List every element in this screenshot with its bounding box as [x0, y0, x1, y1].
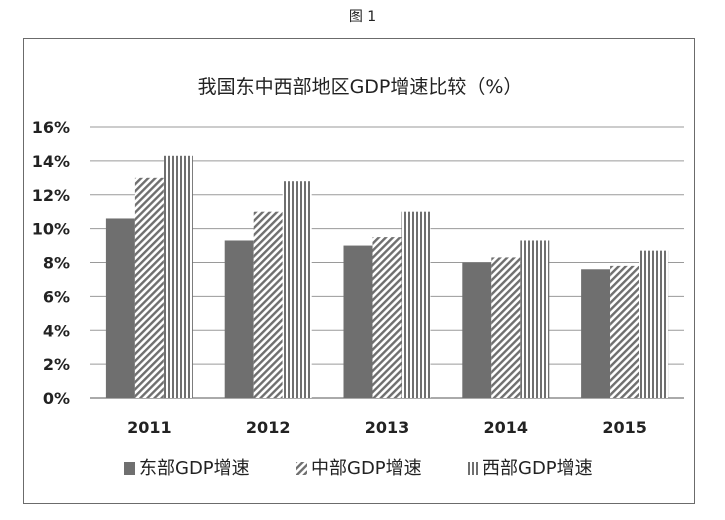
x-category-label: 2011 [127, 418, 172, 437]
bar-vertical-2014 [520, 240, 550, 398]
bar-solid-2015 [581, 269, 611, 398]
figure-caption: 图 1 [348, 9, 377, 25]
chart-frame: 我国东中西部地区GDP增速比较（%） 0% 2% 4% 6% 8% 10% 12% 14% 16… [23, 38, 695, 504]
bar-chart: 我国东中西部地区GDP增速比较（%） 0% 2% 4% 6% 8% 10% 12% 14% 16… [32, 76, 684, 479]
legend-swatch [467, 462, 478, 475]
y-tick-label: 6% [43, 287, 70, 306]
y-tick-label: 12% [32, 186, 70, 205]
bar-vertical-2011 [163, 155, 193, 398]
bar-diagonal-2012 [253, 211, 283, 398]
y-tick-label: 14% [32, 152, 70, 171]
legend: 东部GDP增速 中部GDP增速 西部GDP增速 [124, 458, 593, 479]
legend-swatch [124, 462, 135, 475]
x-category-label: 2013 [365, 418, 410, 437]
chart-title: 我国东中西部地区GDP增速比较（%） [198, 76, 523, 98]
y-tick-label: 2% [43, 355, 70, 374]
x-category-label: 2012 [246, 418, 291, 437]
x-category-label: 2014 [484, 418, 529, 437]
y-axis-ticks: 0% 2% 4% 6% 8% 10% 12% 14% 16% [32, 118, 70, 408]
y-tick-label: 10% [32, 220, 70, 239]
y-tick-label: 16% [32, 118, 70, 137]
bar-solid-2014 [462, 262, 492, 398]
y-tick-label: 4% [43, 321, 70, 340]
bar-vertical-2013 [401, 211, 431, 398]
x-axis-categories: 2011 2012 2013 2014 2015 [127, 418, 647, 437]
bars [105, 155, 669, 398]
y-tick-label: 8% [43, 254, 70, 273]
y-tick-label: 0% [43, 389, 70, 408]
bar-diagonal-2014 [491, 257, 521, 398]
bar-solid-2012 [224, 240, 254, 398]
bar-diagonal-2011 [134, 177, 164, 398]
legend-swatch [296, 462, 307, 475]
x-category-label: 2015 [602, 418, 647, 437]
legend-label: 西部GDP增速 [482, 458, 593, 479]
bar-vertical-2012 [282, 181, 312, 398]
bar-solid-2011 [105, 218, 135, 398]
bar-diagonal-2013 [372, 237, 402, 398]
legend-label: 东部GDP增速 [139, 458, 250, 479]
bar-solid-2013 [343, 245, 373, 398]
bar-vertical-2015 [639, 250, 669, 398]
legend-label: 中部GDP增速 [311, 458, 422, 479]
bar-diagonal-2015 [610, 265, 640, 398]
